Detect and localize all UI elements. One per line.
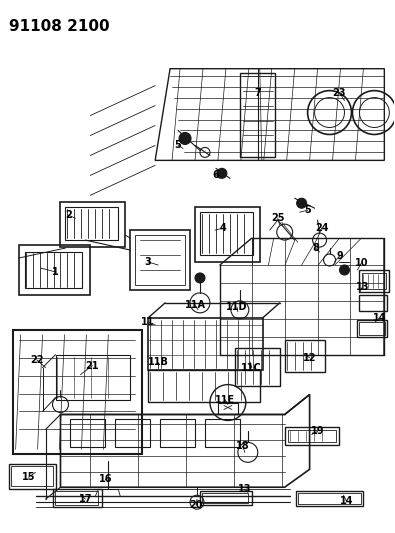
Bar xyxy=(115,419,150,447)
Text: 1: 1 xyxy=(52,267,59,277)
Text: 11D: 11D xyxy=(226,302,248,312)
Bar xyxy=(53,489,102,507)
Text: 15: 15 xyxy=(22,472,35,482)
Circle shape xyxy=(297,198,307,208)
Bar xyxy=(66,207,118,240)
Text: 6: 6 xyxy=(213,171,219,180)
Text: 2: 2 xyxy=(65,210,72,220)
Circle shape xyxy=(217,168,227,179)
Bar xyxy=(55,491,98,505)
Text: 13: 13 xyxy=(238,484,252,494)
Bar xyxy=(148,370,260,401)
Text: 7: 7 xyxy=(254,87,261,98)
Bar xyxy=(359,322,386,335)
Bar xyxy=(11,466,53,486)
Text: 3: 3 xyxy=(145,257,152,267)
Bar xyxy=(240,72,275,157)
Bar xyxy=(285,340,325,372)
Bar xyxy=(195,207,260,262)
Bar xyxy=(60,202,125,247)
Bar xyxy=(9,464,56,489)
Bar xyxy=(359,295,387,311)
Text: 11: 11 xyxy=(141,317,155,327)
Circle shape xyxy=(179,133,191,144)
Bar xyxy=(135,235,185,285)
Bar xyxy=(359,270,389,292)
Text: 19: 19 xyxy=(311,426,324,437)
Bar xyxy=(200,491,252,505)
Bar xyxy=(205,419,240,447)
Text: 11A: 11A xyxy=(184,300,205,310)
Bar xyxy=(56,354,130,400)
Bar xyxy=(295,491,363,506)
Text: 8: 8 xyxy=(312,243,319,253)
Text: 21: 21 xyxy=(86,361,99,370)
Text: 14: 14 xyxy=(340,496,353,506)
Text: 91108 2100: 91108 2100 xyxy=(9,19,109,34)
Text: 10: 10 xyxy=(355,258,368,268)
Text: 23: 23 xyxy=(333,87,346,98)
Bar xyxy=(357,320,387,337)
Text: 16: 16 xyxy=(99,474,112,484)
Bar xyxy=(288,431,335,442)
Text: 11B: 11B xyxy=(148,357,169,367)
Bar xyxy=(202,493,248,503)
Text: 20: 20 xyxy=(189,500,203,510)
Text: 22: 22 xyxy=(30,354,43,365)
Text: 11E: 11E xyxy=(215,394,235,405)
Bar xyxy=(298,493,361,504)
Circle shape xyxy=(195,273,205,283)
Bar xyxy=(235,348,280,385)
Bar xyxy=(363,273,386,289)
Bar xyxy=(24,252,83,288)
Bar xyxy=(148,318,263,370)
Text: 5: 5 xyxy=(304,205,311,215)
Text: 25: 25 xyxy=(271,213,284,223)
Bar xyxy=(218,402,238,415)
Text: 12: 12 xyxy=(303,353,316,362)
Text: 18: 18 xyxy=(236,441,250,451)
Text: 9: 9 xyxy=(336,251,343,261)
Text: 13: 13 xyxy=(356,282,369,292)
Text: 14: 14 xyxy=(372,313,386,323)
Text: 24: 24 xyxy=(315,223,328,233)
Bar xyxy=(130,230,190,290)
Bar xyxy=(19,245,90,295)
Text: 5: 5 xyxy=(175,140,181,150)
Bar xyxy=(13,330,142,454)
Bar xyxy=(200,212,253,255)
Text: 4: 4 xyxy=(220,223,226,233)
Text: 17: 17 xyxy=(79,494,92,504)
Bar xyxy=(70,419,105,447)
Circle shape xyxy=(339,265,350,275)
Text: 11C: 11C xyxy=(241,362,262,373)
Bar xyxy=(160,419,195,447)
Bar xyxy=(285,427,339,446)
